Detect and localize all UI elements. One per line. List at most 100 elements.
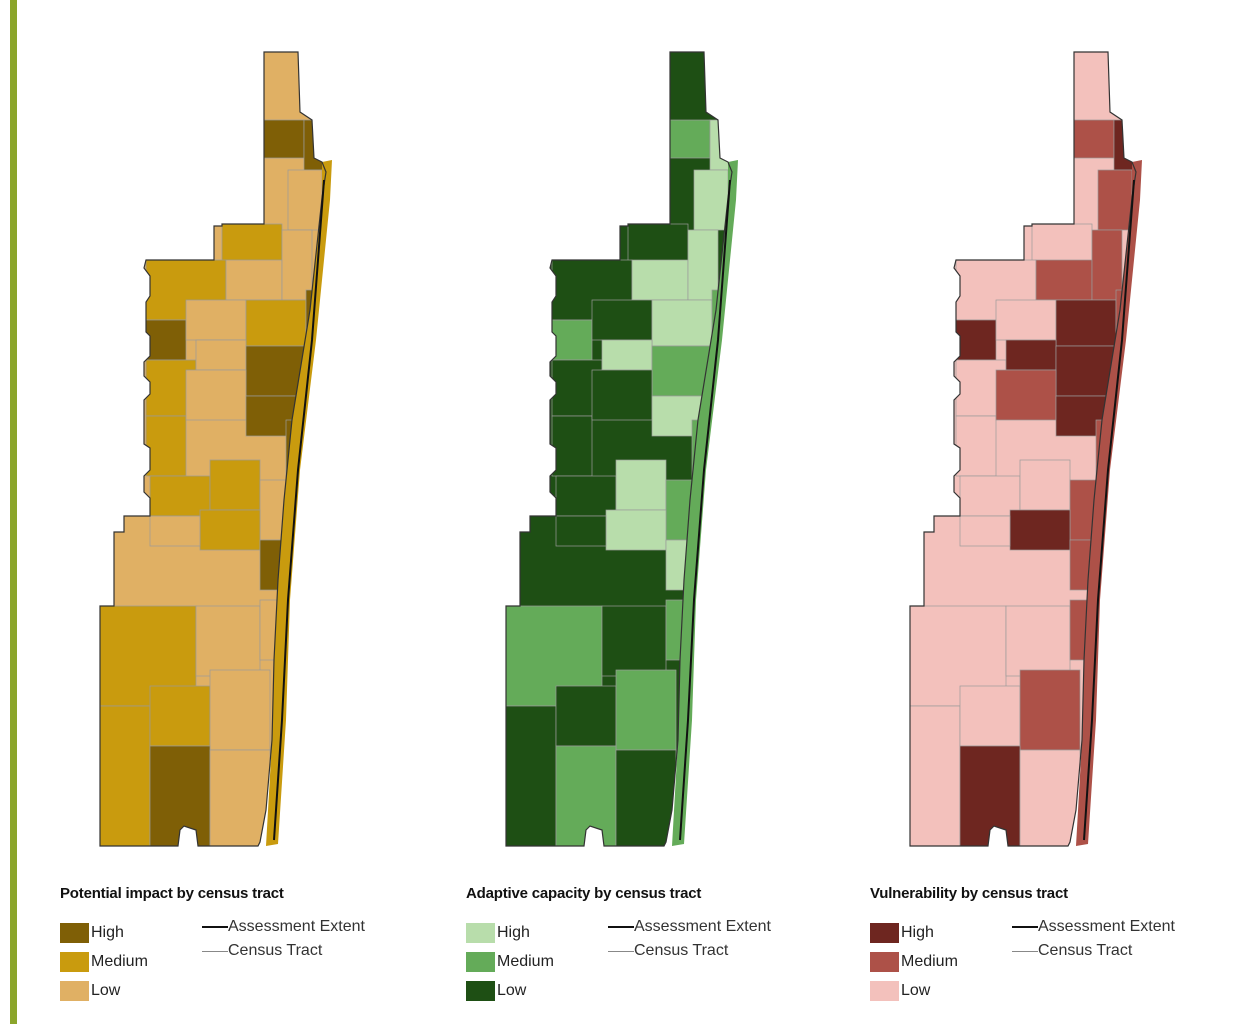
census-tract bbox=[185, 299, 247, 341]
census-tract bbox=[225, 259, 283, 301]
assessment-extent-outline bbox=[505, 51, 733, 847]
census-tract bbox=[199, 509, 261, 551]
census-tract bbox=[1019, 459, 1071, 511]
census-tract bbox=[1073, 119, 1115, 159]
impact-map-panel: Potential impact by census tract High Me… bbox=[60, 40, 470, 1024]
legend-swatch bbox=[870, 951, 899, 972]
legend-item-high: High bbox=[60, 918, 202, 947]
census-tract bbox=[303, 119, 325, 171]
vulnerability-map bbox=[909, 51, 1142, 847]
legend-item-high: High bbox=[466, 918, 608, 947]
legend-item-low: Low bbox=[870, 976, 1012, 1005]
census-tract bbox=[209, 669, 271, 751]
census-tract bbox=[245, 345, 307, 397]
census-tract bbox=[209, 749, 271, 846]
census-tract bbox=[955, 319, 997, 361]
legend-item-high: High bbox=[870, 918, 1012, 947]
assessment-extent-line bbox=[679, 179, 731, 841]
census-tract bbox=[1113, 119, 1135, 171]
census-tract bbox=[651, 299, 713, 347]
legend-census-tract: Census Tract bbox=[608, 936, 771, 966]
census-tract bbox=[651, 345, 713, 397]
census-tract bbox=[1005, 605, 1071, 677]
impact-legend: Potential impact by census tract High Me… bbox=[60, 885, 460, 1005]
census-tract bbox=[615, 669, 677, 751]
census-tract bbox=[287, 169, 323, 231]
legend-item-medium: Medium bbox=[60, 947, 202, 976]
census-tract bbox=[100, 705, 151, 846]
census-tract bbox=[1019, 669, 1081, 751]
census-tract bbox=[709, 119, 731, 171]
census-tract bbox=[1009, 509, 1071, 551]
accent-bar bbox=[10, 0, 17, 1024]
legend-swatch bbox=[870, 980, 899, 1001]
legend-assessment-extent: Assessment Extent bbox=[1012, 912, 1175, 942]
vulnerability-legend: Vulnerability by census tract High Mediu… bbox=[870, 885, 1245, 1005]
legend-swatch bbox=[466, 980, 495, 1001]
adaptive-map bbox=[505, 51, 738, 847]
census-tract bbox=[506, 705, 557, 846]
census-tract bbox=[631, 259, 689, 301]
census-tract bbox=[185, 369, 247, 421]
census-tract bbox=[955, 415, 997, 477]
assessment-extent-line bbox=[273, 179, 325, 841]
coastal-strip bbox=[1076, 160, 1142, 846]
census-tract bbox=[551, 415, 593, 477]
census-tract bbox=[1031, 223, 1093, 267]
census-tract bbox=[1005, 339, 1057, 371]
coastal-strip bbox=[672, 160, 738, 846]
legend-assessment-extent: Assessment Extent bbox=[608, 912, 771, 942]
census-tracts bbox=[910, 119, 1136, 846]
census-tract bbox=[1091, 229, 1123, 301]
census-tract bbox=[1035, 259, 1093, 301]
vulnerability-map-panel: Vulnerability by census tract High Mediu… bbox=[870, 40, 1245, 1024]
census-tract bbox=[195, 339, 247, 371]
legend-swatch bbox=[870, 922, 899, 943]
census-tract bbox=[1019, 749, 1081, 846]
census-tract bbox=[551, 319, 593, 361]
legend-swatch bbox=[60, 951, 89, 972]
legend-item-low: Low bbox=[60, 976, 202, 1005]
census-tract bbox=[601, 605, 667, 677]
legend-item-medium: Medium bbox=[870, 947, 1012, 976]
legend-title: Potential impact by census tract bbox=[60, 885, 284, 902]
legend-item-medium: Medium bbox=[466, 947, 608, 976]
census-tract bbox=[615, 749, 677, 846]
census-tract bbox=[910, 705, 961, 846]
census-tract bbox=[1055, 345, 1117, 397]
census-tract bbox=[687, 229, 719, 301]
legend-swatch bbox=[60, 980, 89, 1001]
census-tract bbox=[145, 319, 187, 361]
legend-census-tract: Census Tract bbox=[202, 936, 365, 966]
census-tract bbox=[615, 459, 667, 511]
census-tract bbox=[221, 223, 283, 267]
census-tract bbox=[959, 475, 1021, 517]
census-tract bbox=[995, 299, 1057, 341]
census-tract bbox=[959, 685, 1021, 747]
census-tract bbox=[1055, 299, 1117, 347]
census-tract bbox=[145, 415, 187, 477]
census-tract bbox=[281, 229, 313, 301]
census-tract bbox=[149, 475, 211, 517]
census-tract bbox=[601, 339, 653, 371]
census-tract bbox=[693, 169, 729, 231]
legend-swatch bbox=[466, 951, 495, 972]
assessment-extent-line bbox=[1083, 179, 1135, 841]
census-tract bbox=[669, 119, 711, 159]
adaptive-map-panel: Adaptive capacity by census tract High M… bbox=[466, 40, 876, 1024]
adaptive-legend: Adaptive capacity by census tract High M… bbox=[466, 885, 866, 1005]
census-tract bbox=[605, 509, 667, 551]
census-tract bbox=[1097, 169, 1133, 231]
legend-swatch bbox=[60, 922, 89, 943]
census-tract bbox=[555, 515, 607, 547]
legend-item-low: Low bbox=[466, 976, 608, 1005]
legend-census-tract: Census Tract bbox=[1012, 936, 1175, 966]
census-tract bbox=[245, 299, 307, 347]
legend-title: Vulnerability by census tract bbox=[870, 885, 1068, 902]
assessment-extent-outline bbox=[99, 51, 327, 847]
census-tract bbox=[555, 685, 617, 747]
census-tract bbox=[149, 515, 201, 547]
census-tract bbox=[591, 369, 653, 421]
legend-swatch bbox=[466, 922, 495, 943]
census-tract bbox=[195, 605, 261, 677]
